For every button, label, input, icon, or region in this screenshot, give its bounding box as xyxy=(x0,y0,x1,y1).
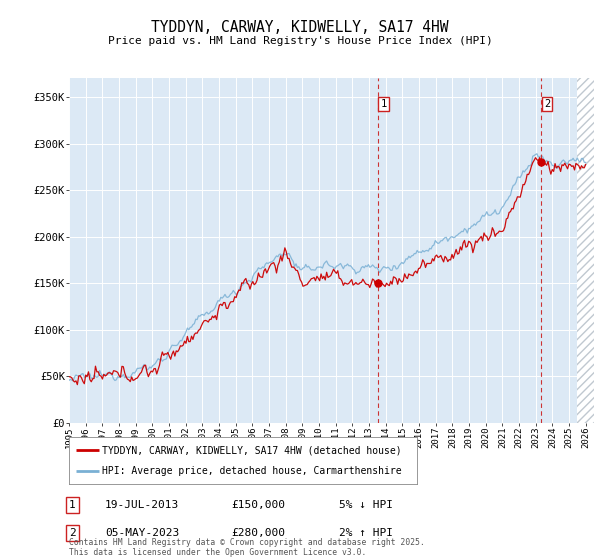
Text: TYDDYN, CARWAY, KIDWELLY, SA17 4HW: TYDDYN, CARWAY, KIDWELLY, SA17 4HW xyxy=(151,20,449,35)
Text: Contains HM Land Registry data © Crown copyright and database right 2025.
This d: Contains HM Land Registry data © Crown c… xyxy=(69,538,425,557)
Text: 2: 2 xyxy=(544,99,550,109)
Text: 05-MAY-2023: 05-MAY-2023 xyxy=(105,528,179,538)
Text: 19-JUL-2013: 19-JUL-2013 xyxy=(105,500,179,510)
Text: 2: 2 xyxy=(69,528,76,538)
Text: TYDDYN, CARWAY, KIDWELLY, SA17 4HW (detached house): TYDDYN, CARWAY, KIDWELLY, SA17 4HW (deta… xyxy=(102,445,401,455)
Text: £150,000: £150,000 xyxy=(231,500,285,510)
Point xyxy=(373,279,383,288)
Text: 5% ↓ HPI: 5% ↓ HPI xyxy=(339,500,393,510)
Text: HPI: Average price, detached house, Carmarthenshire: HPI: Average price, detached house, Carm… xyxy=(102,466,401,476)
Text: Price paid vs. HM Land Registry's House Price Index (HPI): Price paid vs. HM Land Registry's House … xyxy=(107,36,493,46)
Text: 1: 1 xyxy=(69,500,76,510)
Point xyxy=(536,158,546,167)
Text: 2% ↑ HPI: 2% ↑ HPI xyxy=(339,528,393,538)
Text: £280,000: £280,000 xyxy=(231,528,285,538)
Text: 1: 1 xyxy=(380,99,387,109)
